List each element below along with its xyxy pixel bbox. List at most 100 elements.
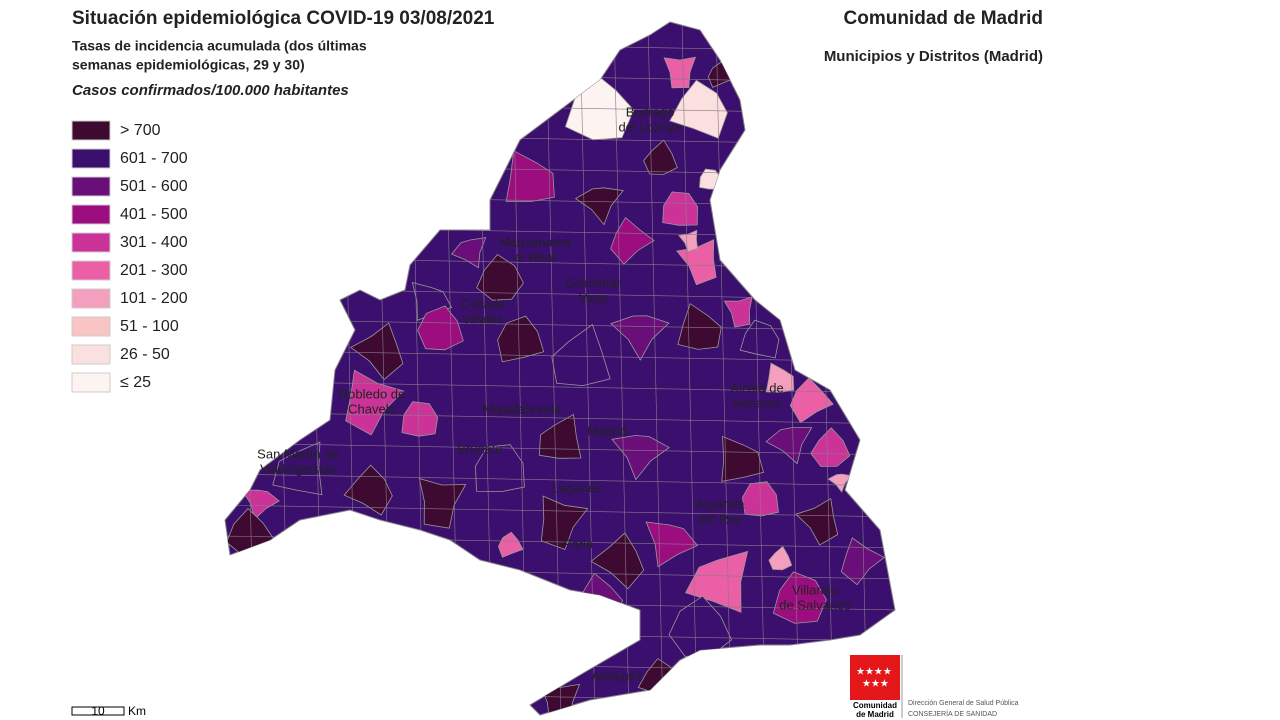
place-label: Chavela	[348, 401, 396, 416]
legend-label: 26 - 50	[120, 346, 170, 363]
place-label: Brunete	[457, 441, 503, 456]
legend-label: 201 - 300	[120, 262, 188, 279]
place-label: Majadahonda	[483, 401, 563, 416]
place-label: Parla	[563, 536, 594, 551]
legend-label: 401 - 500	[120, 206, 188, 223]
boundary	[225, 473, 895, 487]
place-label: del Rey	[698, 511, 743, 526]
legend-label: 101 - 200	[120, 290, 188, 307]
legend: > 700 601 - 700 501 - 600 401 - 500 301 - 40…	[71, 120, 188, 393]
municipality	[611, 435, 670, 481]
municipality	[723, 296, 753, 328]
legend-swatch	[71, 232, 111, 253]
municipality	[789, 377, 834, 424]
scale-value: 10	[91, 704, 105, 718]
place-label: Leganés	[552, 480, 602, 495]
place-label: Arganda	[695, 496, 745, 511]
place-label: Alcalá de	[730, 380, 783, 395]
municipality	[765, 362, 795, 393]
legend-label: 601 - 700	[120, 150, 188, 167]
legend-label: 501 - 600	[120, 178, 188, 195]
place-label: Henares	[732, 395, 782, 410]
place-label: Valdeiglesias	[260, 461, 336, 476]
place-label: Madrid	[587, 423, 627, 438]
municipality	[574, 187, 624, 226]
municipality	[721, 435, 764, 482]
place-label: de Salvanés	[779, 597, 851, 612]
place-label: Viejo	[579, 290, 608, 305]
svg-text:★★★: ★★★	[862, 679, 889, 690]
svg-text:★★★★: ★★★★	[856, 667, 892, 678]
scale-bar	[71, 706, 125, 716]
logo-org: CONSEJERÍA DE SANIDAD	[908, 709, 997, 718]
municipality	[678, 229, 699, 253]
legend-swatch	[71, 344, 111, 365]
scope: Municipios y Distritos (Madrid)	[824, 48, 1043, 65]
municipality	[505, 150, 555, 202]
place-label: Villarejo	[792, 582, 838, 597]
place-label: Collado	[461, 296, 505, 311]
scale-unit: Km	[128, 704, 146, 718]
municipality	[663, 56, 697, 89]
units: Casos confirmados/100.000 habitantes	[72, 82, 349, 99]
legend-swatch	[71, 260, 111, 281]
logo-org: Dirección General de Salud Pública	[908, 700, 1019, 707]
municipality	[795, 497, 839, 546]
municipality	[401, 401, 439, 437]
municipality	[610, 216, 655, 265]
subtitle: Tasas de incidencia acumulada (dos últim…	[72, 38, 367, 54]
municipality	[345, 369, 405, 436]
place-label: el Real	[515, 249, 556, 264]
boundary	[225, 442, 895, 456]
region: Comunidad de Madrid	[844, 8, 1044, 29]
legend-swatch	[71, 316, 111, 337]
legend-swatch	[71, 372, 111, 393]
municipality	[497, 531, 524, 558]
boundary	[225, 411, 895, 425]
logo-flag	[850, 655, 900, 700]
legend-swatch	[71, 176, 111, 197]
legend-swatch	[71, 120, 111, 141]
legend-label: 301 - 400	[120, 234, 188, 251]
logo-name: de Madrid	[856, 710, 894, 719]
place-label: Manzanares	[499, 234, 571, 249]
municipality	[590, 532, 645, 590]
boundary	[239, 22, 256, 715]
map	[224, 21, 896, 716]
legend-label: 51 - 100	[120, 318, 179, 335]
municipality	[768, 545, 793, 571]
logo-name: Comunidad	[853, 701, 897, 710]
legend-label: > 700	[120, 122, 161, 139]
boundary	[225, 504, 895, 518]
municipality	[497, 315, 545, 363]
municipality	[810, 427, 851, 467]
place-label: Robledo de	[339, 386, 406, 401]
subtitle: semanas epidemiológicas, 29 y 30)	[72, 57, 305, 73]
title: Situación epidemiológica COVID-19 03/08/…	[72, 8, 495, 29]
legend-label: ≤ 25	[120, 374, 151, 391]
municipality	[551, 323, 611, 387]
place-label: San Martín de	[257, 446, 339, 461]
boundary	[273, 22, 290, 715]
municipality	[772, 571, 827, 624]
municipality	[540, 495, 589, 551]
place-label: del Lozoya	[619, 119, 683, 134]
legend-swatch	[71, 148, 111, 169]
municipality	[417, 305, 464, 351]
boundary	[715, 22, 732, 715]
logo-stars: ★★★★★★★	[856, 667, 892, 690]
boundary	[681, 22, 698, 715]
municipality	[739, 319, 780, 359]
municipality	[272, 441, 323, 496]
place-label: Colmenar	[565, 275, 622, 290]
place-label: Buitrago	[626, 104, 674, 119]
legend-swatch	[71, 288, 111, 309]
municipality	[643, 139, 678, 175]
boundary	[613, 22, 630, 715]
municipality	[450, 237, 487, 269]
municipality	[343, 464, 393, 516]
municipality	[350, 322, 404, 381]
municipality	[662, 191, 699, 226]
